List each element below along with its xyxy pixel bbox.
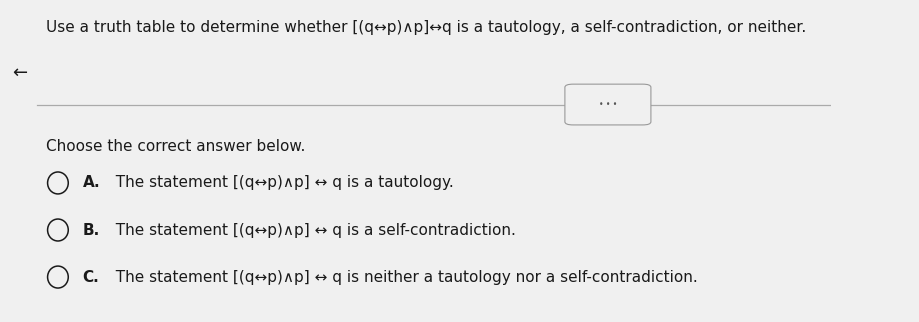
Text: B.: B. [83, 223, 100, 238]
Text: The statement [(q↔p)∧p] ↔ q is a self-contradiction.: The statement [(q↔p)∧p] ↔ q is a self-co… [106, 223, 516, 238]
Text: • • •: • • • [599, 100, 617, 109]
Text: Choose the correct answer below.: Choose the correct answer below. [46, 139, 305, 154]
Text: C.: C. [83, 270, 99, 285]
Text: The statement [(q↔p)∧p] ↔ q is neither a tautology nor a self-contradiction.: The statement [(q↔p)∧p] ↔ q is neither a… [106, 270, 698, 285]
FancyBboxPatch shape [565, 84, 651, 125]
Text: Use a truth table to determine whether [(q↔p)∧p]↔q is a tautology, a self-contra: Use a truth table to determine whether [… [46, 20, 806, 35]
Text: The statement [(q↔p)∧p] ↔ q is a tautology.: The statement [(q↔p)∧p] ↔ q is a tautolo… [106, 175, 454, 190]
Text: A.: A. [83, 175, 100, 190]
Text: ←: ← [13, 64, 28, 82]
